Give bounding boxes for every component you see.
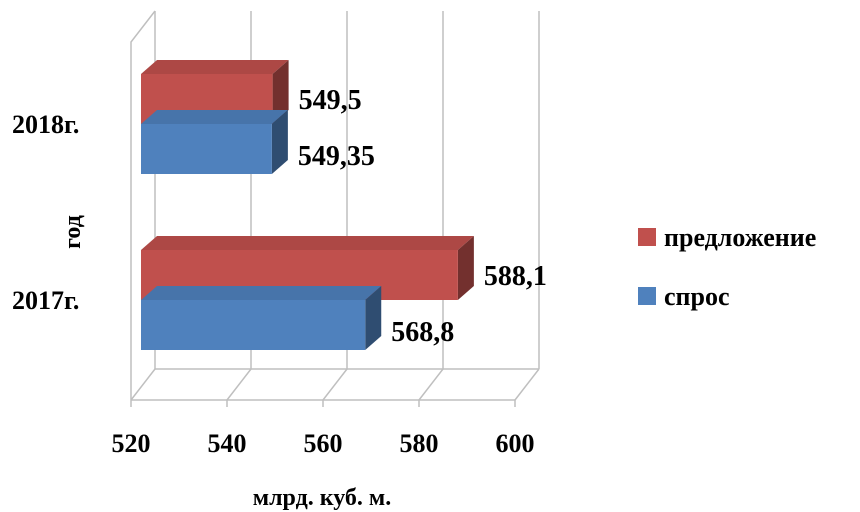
floor-line-560 [322,368,348,401]
bar-top-face [141,110,288,124]
x-tick-580: 580 [400,429,439,458]
data-labels: 588,1 568,8 549,5 549,35 [298,85,547,348]
category-label-1: 2018г. [12,110,79,139]
bar-front-face [141,124,272,174]
legend: предложение спрос [638,223,816,311]
x-tick-600: 600 [496,429,535,458]
data-label-предложение-1: 549,5 [299,85,362,116]
bar-side-face [365,286,382,350]
bar-спрос-0 [141,286,382,350]
category-label-0: 2017г. [12,286,79,315]
data-label-предложение-0: 588,1 [484,261,547,292]
legend-swatch-спрос [638,287,656,305]
floor-line-600 [514,368,540,401]
legend-label-предложение: предложение [664,223,816,252]
legend-swatch-предложение [638,228,656,246]
bars [141,60,474,350]
data-label-спрос-1: 549,35 [298,141,375,172]
x-tick-520: 520 [112,429,151,458]
x-tick-labels: 520 540 560 580 600 [112,429,535,458]
bar-спрос-1 [141,110,288,174]
floor-line-540 [226,368,252,401]
data-label-спрос-0: 568,8 [391,317,454,348]
x-tick-560: 560 [304,429,343,458]
bar-top-face [141,60,289,74]
x-tick-540: 540 [208,429,247,458]
bar-side-face [272,60,289,124]
bar-top-face [141,286,382,300]
bar-top-face [141,236,474,250]
legend-label-спрос: спрос [664,282,730,311]
bar-front-face [141,300,366,350]
category-labels: 2017г. 2018г. [12,110,79,315]
floor-line-520 [130,368,156,401]
floor-line-580 [418,368,444,401]
y-axis-title: год [60,215,86,249]
x-axis-title: млрд. куб. м. [253,485,392,511]
bar-side-face [271,110,288,174]
bar-side-face [457,236,474,300]
side-wall [130,10,156,400]
